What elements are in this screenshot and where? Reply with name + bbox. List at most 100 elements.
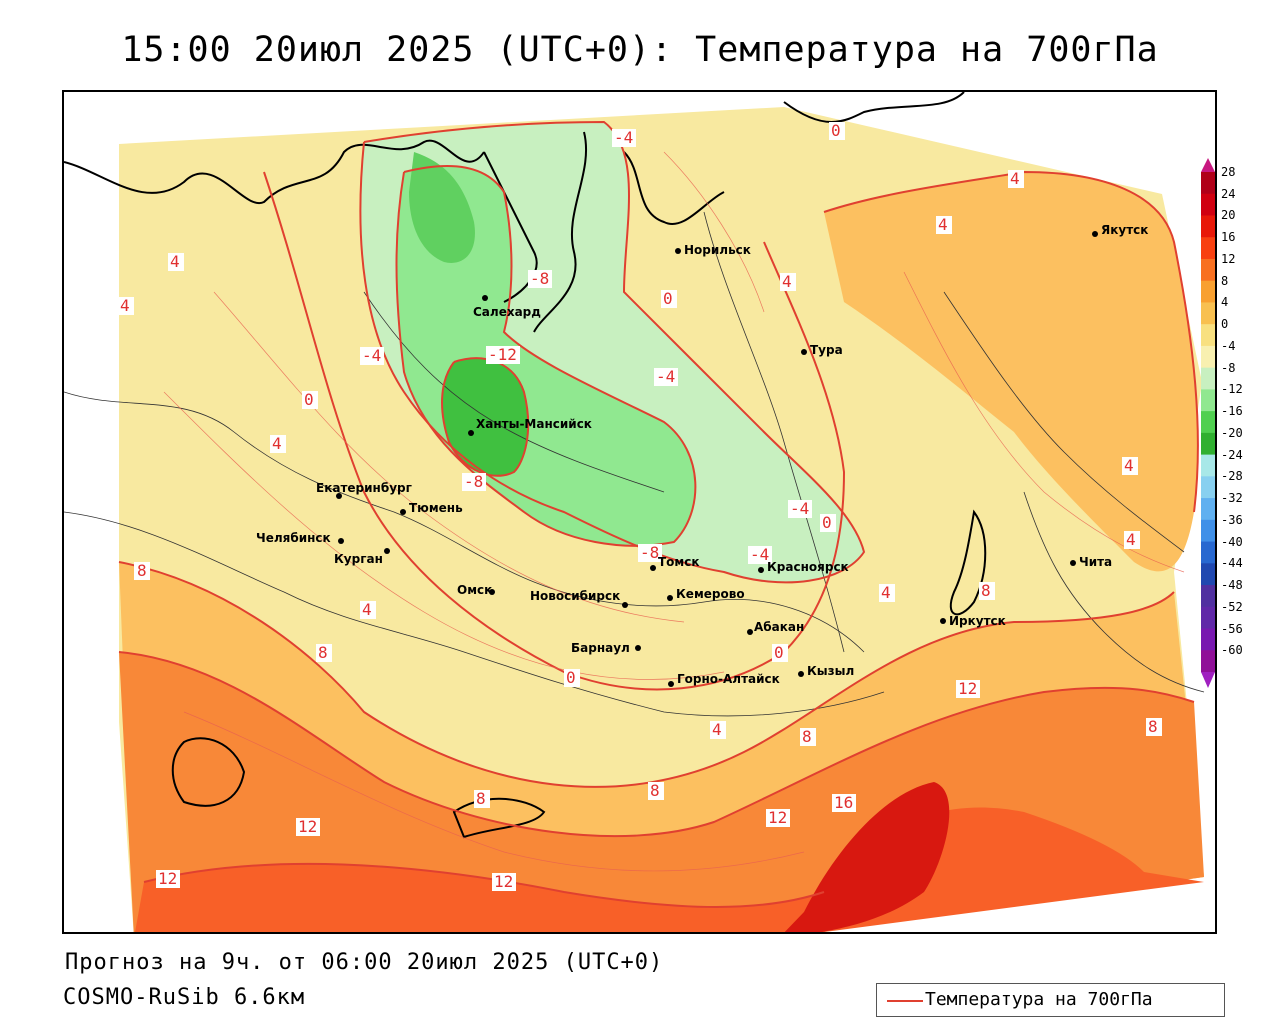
isoline-labels: 8 -8 -4 0 4 4 4 4 -12 -4 0 4 4 4 0 -8 -4… [118, 121, 1162, 891]
colorbar-tick-label: 4 [1221, 295, 1229, 310]
isoline-label: 4 [780, 272, 796, 291]
isoline-label: 0 [772, 643, 788, 662]
isoline-label: 4 [1008, 169, 1024, 188]
city-marker[interactable]: Барнаул [571, 641, 641, 655]
city-marker[interactable]: Тура [801, 343, 843, 357]
city-marker[interactable]: Иркутск [940, 614, 1006, 628]
svg-text:Красноярск: Красноярск [767, 560, 849, 574]
colorbar-tick-label: 8 [1221, 273, 1229, 288]
colorbar-tick-label: -12 [1221, 382, 1243, 397]
isoline-label: 4 [360, 600, 376, 619]
colorbar-bottom-arrow [1201, 672, 1215, 688]
colorbar-cell [1201, 389, 1215, 412]
city-marker[interactable]: Томск [650, 555, 700, 571]
legend: Температура на 700гПа [876, 983, 1225, 1017]
city-marker[interactable]: Курган [334, 548, 390, 566]
svg-text:Чита: Чита [1079, 555, 1112, 569]
city-marker[interactable]: Екатеринбург [316, 481, 412, 499]
isoline-label: 8 [316, 643, 332, 662]
isoline-label: 4 [168, 252, 184, 271]
colorbar-cell [1201, 411, 1215, 434]
city-marker[interactable]: Чита [1070, 555, 1112, 569]
admin-borders [64, 211, 1205, 717]
isoline-label: 0 [829, 121, 845, 140]
colorbar-tick-label: 20 [1221, 208, 1236, 223]
colorbar-cell [1201, 367, 1215, 390]
city-marker[interactable]: Горно-Алтайск [668, 672, 780, 687]
colorbar-cell [1201, 324, 1215, 347]
svg-text:Салехард: Салехард [473, 305, 541, 319]
colorbar-tick-label: -60 [1221, 643, 1243, 658]
svg-text:8: 8 [650, 781, 660, 800]
city-marker[interactable]: Якутск [1092, 223, 1148, 237]
svg-text:0: 0 [663, 289, 673, 308]
svg-text:Кемерово: Кемерово [676, 587, 745, 601]
isoline-label: -8 [462, 472, 486, 491]
svg-text:4: 4 [170, 252, 180, 271]
isoline-label: 16 [832, 793, 856, 812]
colorbar-tick-label: -8 [1221, 360, 1236, 375]
svg-text:Челябинск: Челябинск [256, 531, 331, 545]
city-marker[interactable]: Норильск [675, 243, 751, 257]
svg-text:4: 4 [712, 720, 722, 739]
isoline-label: 8 [648, 781, 664, 800]
colorbar-tick-label: -16 [1221, 404, 1243, 419]
svg-text:Якутск: Якутск [1101, 223, 1148, 237]
colorbar-cell [1201, 498, 1215, 521]
svg-text:Иркутск: Иркутск [949, 614, 1006, 628]
city-marker[interactable]: Челябинск [256, 531, 344, 545]
colorbar-tick-label: 24 [1221, 186, 1236, 201]
isoline-label: -4 [788, 499, 812, 518]
isoline-label: -4 [654, 367, 678, 386]
svg-text:0: 0 [822, 513, 832, 532]
colorbar-cell [1201, 606, 1215, 630]
isoline-label: 12 [766, 808, 790, 827]
colorbar-cell [1201, 172, 1215, 195]
city-marker[interactable]: Кемерово [667, 587, 745, 601]
svg-text:12: 12 [768, 808, 787, 827]
svg-text:8: 8 [137, 561, 147, 580]
city-marker[interactable]: Красноярск [758, 560, 849, 574]
city-marker[interactable]: Ханты-Мансийск [468, 417, 592, 436]
svg-text:12: 12 [298, 817, 317, 836]
svg-text:8: 8 [981, 581, 991, 600]
svg-text:-12: -12 [488, 345, 517, 364]
svg-text:0: 0 [304, 390, 314, 409]
isoline-label: -8 [638, 543, 662, 562]
city-marker[interactable]: Салехард [473, 295, 541, 319]
city-marker[interactable]: Тюмень [400, 501, 463, 515]
colorbar-tick-label: -44 [1221, 556, 1243, 571]
svg-text:Ханты-Мансийск: Ханты-Мансийск [476, 417, 592, 431]
svg-text:4: 4 [782, 272, 792, 291]
svg-text:4: 4 [881, 583, 891, 602]
colorbar-tick-label: -28 [1221, 469, 1243, 484]
map-canvas: 8 -8 -4 0 4 4 4 4 -12 -4 0 4 4 4 0 -8 -4… [64, 92, 1205, 932]
city-marker[interactable]: Омск [457, 583, 495, 597]
svg-text:-4: -4 [790, 499, 809, 518]
colorbar-svg [1201, 158, 1215, 688]
svg-text:12: 12 [494, 872, 513, 891]
colorbar-cell [1201, 519, 1215, 543]
colorbar-cell [1201, 541, 1215, 564]
svg-text:12: 12 [158, 869, 177, 888]
colorbar-tick-label: 28 [1221, 165, 1236, 179]
colorbar-cell [1201, 650, 1215, 673]
isoline-label: 0 [302, 390, 318, 409]
colorbar-top-arrow [1201, 158, 1215, 172]
isoline-label: 12 [156, 869, 180, 888]
colorbar-tick-label: -4 [1221, 338, 1236, 353]
isotherms-thin [163, 151, 1185, 872]
colorbar-cell [1201, 345, 1215, 369]
city-marker[interactable]: Новосибирск [530, 589, 628, 608]
isoline-label: -8 [528, 269, 552, 288]
city-marker[interactable]: Кызыл [798, 664, 854, 678]
colorbar-cell [1201, 563, 1215, 586]
svg-text:Екатеринбург: Екатеринбург [316, 481, 412, 495]
city-marker[interactable]: Абакан [747, 620, 804, 635]
svg-text:Абакан: Абакан [754, 620, 804, 634]
svg-text:4: 4 [362, 600, 372, 619]
colorbar-cell [1201, 193, 1215, 216]
map-area[interactable]: 8 -8 -4 0 4 4 4 4 -12 -4 0 4 4 4 0 -8 -4… [62, 90, 1217, 934]
isoline-label: 0 [820, 513, 836, 532]
colorbar-cell [1201, 454, 1215, 477]
